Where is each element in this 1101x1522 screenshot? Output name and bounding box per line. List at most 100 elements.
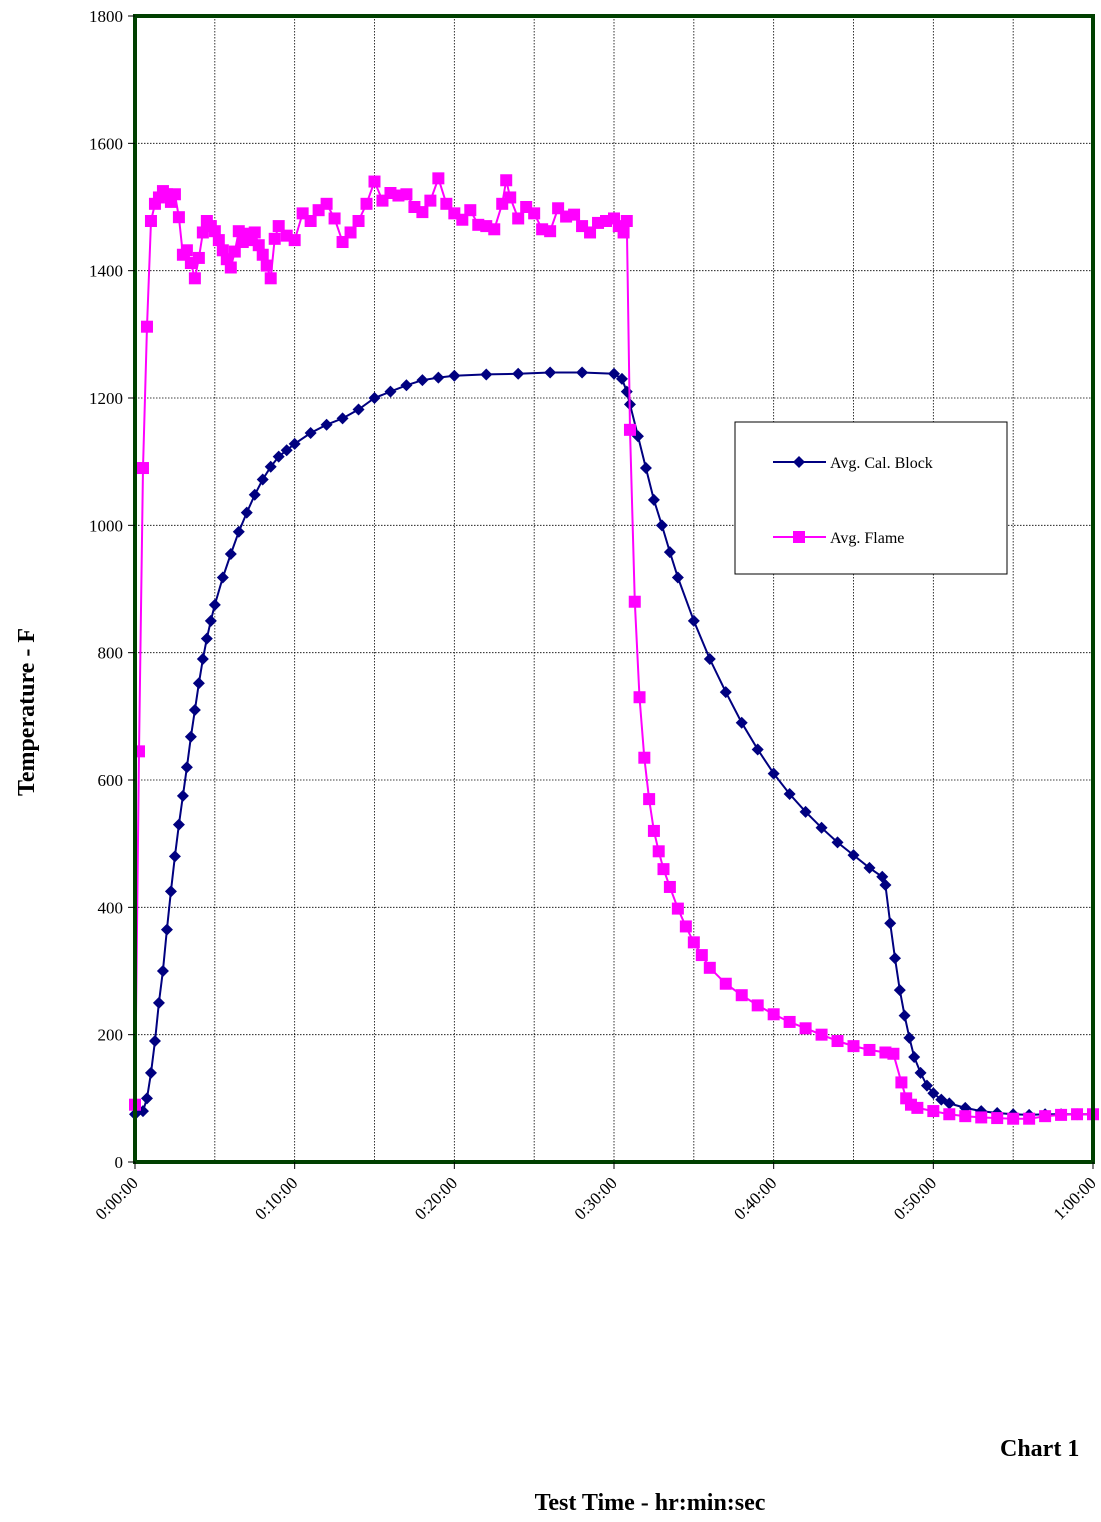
data-point bbox=[488, 223, 501, 236]
data-point bbox=[943, 1108, 956, 1121]
data-point bbox=[639, 462, 652, 475]
legend: Avg. Cal. Block Avg. Flame bbox=[734, 421, 1008, 575]
data-point bbox=[464, 204, 477, 217]
x-tick-label: 0:10:00 bbox=[251, 1173, 301, 1223]
data-point bbox=[188, 703, 201, 716]
data-point bbox=[180, 761, 193, 774]
data-point bbox=[847, 1040, 860, 1053]
data-point bbox=[172, 211, 185, 224]
data-point bbox=[152, 996, 165, 1009]
data-point bbox=[252, 239, 265, 252]
data-point bbox=[140, 1092, 153, 1105]
x-tick-label: 0:00:00 bbox=[92, 1173, 142, 1223]
data-point bbox=[136, 462, 149, 475]
data-point bbox=[248, 488, 261, 501]
data-point bbox=[863, 861, 876, 874]
data-point bbox=[927, 1087, 940, 1100]
data-point bbox=[887, 1047, 900, 1060]
data-point bbox=[440, 197, 453, 210]
data-point bbox=[168, 850, 181, 863]
data-point bbox=[228, 245, 241, 258]
data-point bbox=[164, 885, 177, 898]
data-point bbox=[1071, 1108, 1084, 1121]
data-point bbox=[320, 197, 333, 210]
data-point bbox=[456, 213, 469, 226]
data-point bbox=[448, 369, 461, 382]
data-point bbox=[180, 244, 193, 257]
data-point bbox=[911, 1101, 924, 1114]
data-point bbox=[264, 460, 277, 473]
data-point bbox=[416, 206, 429, 219]
y-tick-label: 800 bbox=[98, 644, 124, 663]
data-point bbox=[328, 212, 341, 225]
data-point bbox=[617, 226, 630, 239]
data-point bbox=[256, 473, 269, 486]
data-point bbox=[268, 232, 281, 245]
x-axis-title: Test Time - hr:min:sec bbox=[535, 1490, 766, 1516]
data-point bbox=[767, 1008, 780, 1021]
data-point bbox=[898, 1009, 911, 1022]
data-point bbox=[224, 547, 237, 560]
data-point bbox=[735, 716, 748, 729]
legend-marker-cal-block bbox=[793, 456, 805, 468]
data-point bbox=[815, 1028, 828, 1041]
data-point bbox=[615, 372, 628, 385]
x-tick-label: 0:50:00 bbox=[890, 1173, 940, 1223]
data-point bbox=[416, 374, 429, 387]
data-point bbox=[1007, 1112, 1020, 1125]
data-point bbox=[544, 225, 557, 238]
data-point bbox=[991, 1112, 1004, 1125]
data-point bbox=[767, 767, 780, 780]
data-point bbox=[240, 506, 253, 519]
legend-label-cal-block: Avg. Cal. Block bbox=[830, 455, 933, 472]
data-point bbox=[657, 863, 670, 876]
data-point bbox=[192, 251, 205, 264]
data-point bbox=[168, 188, 181, 201]
data-point bbox=[655, 519, 668, 532]
data-point bbox=[895, 1076, 908, 1089]
x-tick-label: 1:00:00 bbox=[1050, 1173, 1100, 1223]
data-point bbox=[304, 427, 317, 440]
y-axis-ticks: 0 200 400 600 800 1000 1200 1400 1600 1800 bbox=[89, 7, 135, 1172]
data-point bbox=[751, 999, 764, 1012]
data-point bbox=[735, 989, 748, 1002]
data-point bbox=[264, 272, 277, 285]
y-tick-label: 0 bbox=[115, 1153, 124, 1172]
data-point bbox=[643, 793, 656, 806]
data-point bbox=[903, 1031, 916, 1044]
data-point bbox=[687, 936, 700, 949]
y-axis-title: Temperature - F bbox=[14, 628, 40, 796]
data-point bbox=[368, 175, 381, 188]
data-point bbox=[216, 571, 229, 584]
data-point bbox=[687, 614, 700, 627]
data-point bbox=[260, 259, 273, 272]
x-tick-label: 0:30:00 bbox=[571, 1173, 621, 1223]
data-point bbox=[160, 923, 173, 936]
data-point bbox=[528, 207, 541, 220]
data-point bbox=[344, 226, 357, 239]
data-point bbox=[272, 220, 285, 233]
data-point bbox=[943, 1097, 956, 1110]
data-point bbox=[192, 677, 205, 690]
data-point bbox=[212, 234, 225, 247]
data-point bbox=[831, 836, 844, 849]
legend-marker-flame bbox=[793, 531, 805, 543]
data-point bbox=[831, 1035, 844, 1048]
data-point bbox=[799, 1022, 812, 1035]
data-point bbox=[200, 632, 213, 645]
series-layer bbox=[129, 172, 1099, 1125]
data-point bbox=[288, 234, 301, 247]
data-point bbox=[815, 821, 828, 834]
y-tick-label: 1400 bbox=[89, 262, 123, 281]
data-point bbox=[424, 194, 437, 207]
data-point bbox=[156, 965, 169, 977]
data-point bbox=[671, 571, 684, 584]
data-point bbox=[719, 686, 732, 699]
legend-box bbox=[734, 421, 1008, 575]
data-point bbox=[783, 788, 796, 801]
data-point bbox=[927, 1105, 940, 1118]
data-point bbox=[576, 366, 589, 379]
x-tick-label: 0:20:00 bbox=[411, 1173, 461, 1223]
data-point bbox=[288, 437, 301, 450]
